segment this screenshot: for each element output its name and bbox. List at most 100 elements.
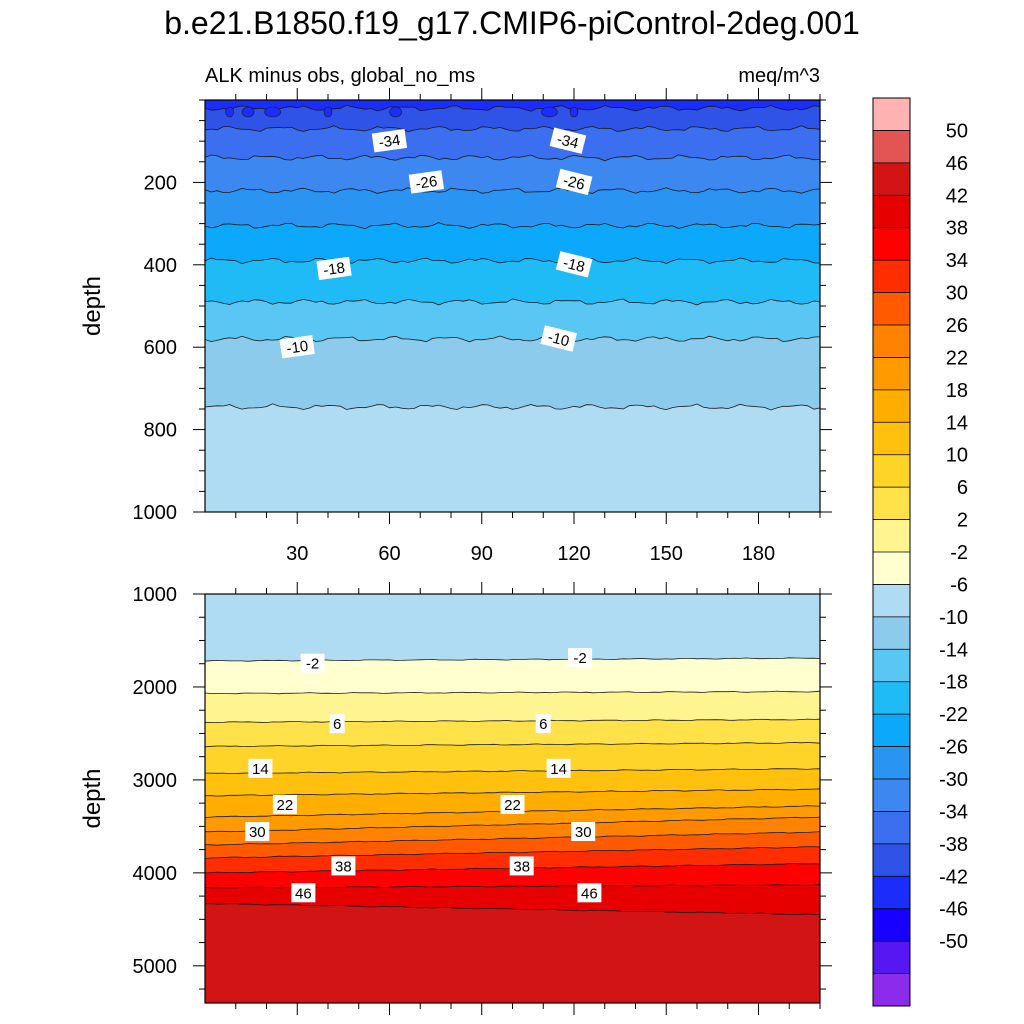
contour-label-text: -2 xyxy=(573,650,586,667)
colorbar-swatch xyxy=(873,746,910,780)
contour-label-text: 6 xyxy=(539,716,547,733)
colorbar-swatch xyxy=(873,908,910,942)
contour-label-bg xyxy=(571,822,596,841)
colorbar-label: 14 xyxy=(946,412,968,434)
contour-label-bg xyxy=(568,648,593,668)
colorbar-swatch xyxy=(873,973,910,1007)
colorbar-label: 30 xyxy=(946,283,968,305)
contour-fill-band xyxy=(225,106,234,118)
contour-label: -34 xyxy=(549,127,587,154)
colorbar-swatch xyxy=(873,292,910,326)
contour-label-text: 22 xyxy=(277,797,294,814)
contour-line xyxy=(205,768,820,774)
contour-label: -26 xyxy=(408,170,444,194)
colorbar-swatch xyxy=(873,811,910,845)
contour-label: -10 xyxy=(279,335,315,359)
contour-label: 46 xyxy=(577,883,602,903)
contour-label-text: -2 xyxy=(306,656,319,673)
contour-label-text: -18 xyxy=(322,259,346,279)
contour-line xyxy=(205,831,820,846)
contour-fill-band xyxy=(264,106,281,118)
contour-label: -18 xyxy=(555,251,593,278)
colorbar-label: 50 xyxy=(946,120,968,142)
y-tick-label: 200 xyxy=(144,172,177,194)
contour-label-text: -34 xyxy=(555,131,580,153)
colorbar-label: 6 xyxy=(957,477,968,499)
x-tick-label: 150 xyxy=(650,543,683,565)
y-tick-label: 4000 xyxy=(133,863,178,885)
y-tick-label: 600 xyxy=(144,337,177,359)
colorbar-label: -22 xyxy=(939,704,968,726)
y-tick-label: 1000 xyxy=(133,502,178,524)
contour-label-bg xyxy=(549,127,587,154)
contour-label: 22 xyxy=(272,795,297,814)
colorbar-label: 10 xyxy=(946,445,968,467)
colorbar-label: 38 xyxy=(946,218,968,240)
contour-label-text: 6 xyxy=(333,716,341,733)
colorbar-swatch xyxy=(873,584,910,618)
contour-label: 30 xyxy=(245,822,270,841)
colorbar-swatch xyxy=(873,195,910,229)
contour-fill-band xyxy=(205,903,820,1003)
y-tick-label: 3000 xyxy=(133,770,178,792)
colorbar-swatch xyxy=(873,389,910,423)
contour-label: 6 xyxy=(535,714,551,734)
y-tick-label: 2000 xyxy=(133,677,178,699)
contour-label-bg xyxy=(291,883,316,903)
colorbar: 50 46 42 38 34 30 26 22 18 14 10 6 2 -2 -6 -10 -14 -18 -22… xyxy=(872,97,968,1007)
contour-fill-band xyxy=(241,106,255,118)
contour-line xyxy=(205,690,820,695)
contour-label-text: -26 xyxy=(561,172,586,194)
contour-label: -26 xyxy=(555,168,593,196)
contour-label-text: 46 xyxy=(295,885,312,902)
upper-contour-panel: -34 -34 -26 -26 -18 -18 -10 -10 200 400 600 800 1000… xyxy=(79,88,832,565)
colorbar-label: -26 xyxy=(939,737,968,759)
colorbar-label: -30 xyxy=(939,769,968,791)
contour-label: 46 xyxy=(291,883,316,903)
contour-label-text: 30 xyxy=(575,824,592,841)
contour-label-text: 38 xyxy=(335,858,352,875)
contour-line xyxy=(205,788,820,797)
colorbar-swatch xyxy=(873,227,910,261)
contour-line xyxy=(205,187,820,194)
contour-label: 22 xyxy=(500,795,525,814)
colorbar-label: 22 xyxy=(946,347,968,369)
colorbar-label: -18 xyxy=(939,672,968,694)
contour-line xyxy=(205,816,820,833)
colorbar-swatch xyxy=(873,487,910,520)
contour-label-bg xyxy=(248,758,273,778)
y-tick-label: 400 xyxy=(144,255,177,277)
colorbar-label: -46 xyxy=(939,899,968,921)
colorbar-swatch xyxy=(873,162,910,196)
upper-panel-subtitle: ALK minus obs, global_no_ms xyxy=(205,65,475,87)
contour-label-bg xyxy=(408,170,444,194)
colorbar-swatch xyxy=(873,843,910,877)
colorbar-swatch xyxy=(873,681,910,715)
contour-label-bg xyxy=(331,856,356,876)
colorbar-swatch xyxy=(873,325,910,358)
colorbar-label: -10 xyxy=(939,607,968,629)
contour-label: 38 xyxy=(331,856,356,876)
contour-line xyxy=(205,154,820,162)
upper-panel-units: meq/m^3 xyxy=(738,65,820,87)
contour-label: -18 xyxy=(316,256,352,281)
contour-label-bg xyxy=(272,795,297,814)
contour-line xyxy=(205,903,820,915)
contour-line xyxy=(205,742,820,748)
contour-label: 14 xyxy=(546,758,571,778)
colorbar-label: -38 xyxy=(939,834,968,856)
colorbar-label: -2 xyxy=(950,542,968,564)
contour-fill-band xyxy=(389,106,402,118)
colorbar-swatch xyxy=(873,130,910,164)
contour-line xyxy=(205,104,820,112)
x-tick-label: 30 xyxy=(286,543,308,565)
contour-label: 14 xyxy=(248,758,273,778)
contour-label-text: -10 xyxy=(546,329,571,351)
contour-label: 30 xyxy=(571,822,596,841)
colorbar-label: 26 xyxy=(946,315,968,337)
contour-line xyxy=(205,403,820,411)
colorbar-swatch xyxy=(873,616,910,650)
x-tick-label: 180 xyxy=(742,543,775,565)
colorbar-swatch xyxy=(873,552,910,585)
